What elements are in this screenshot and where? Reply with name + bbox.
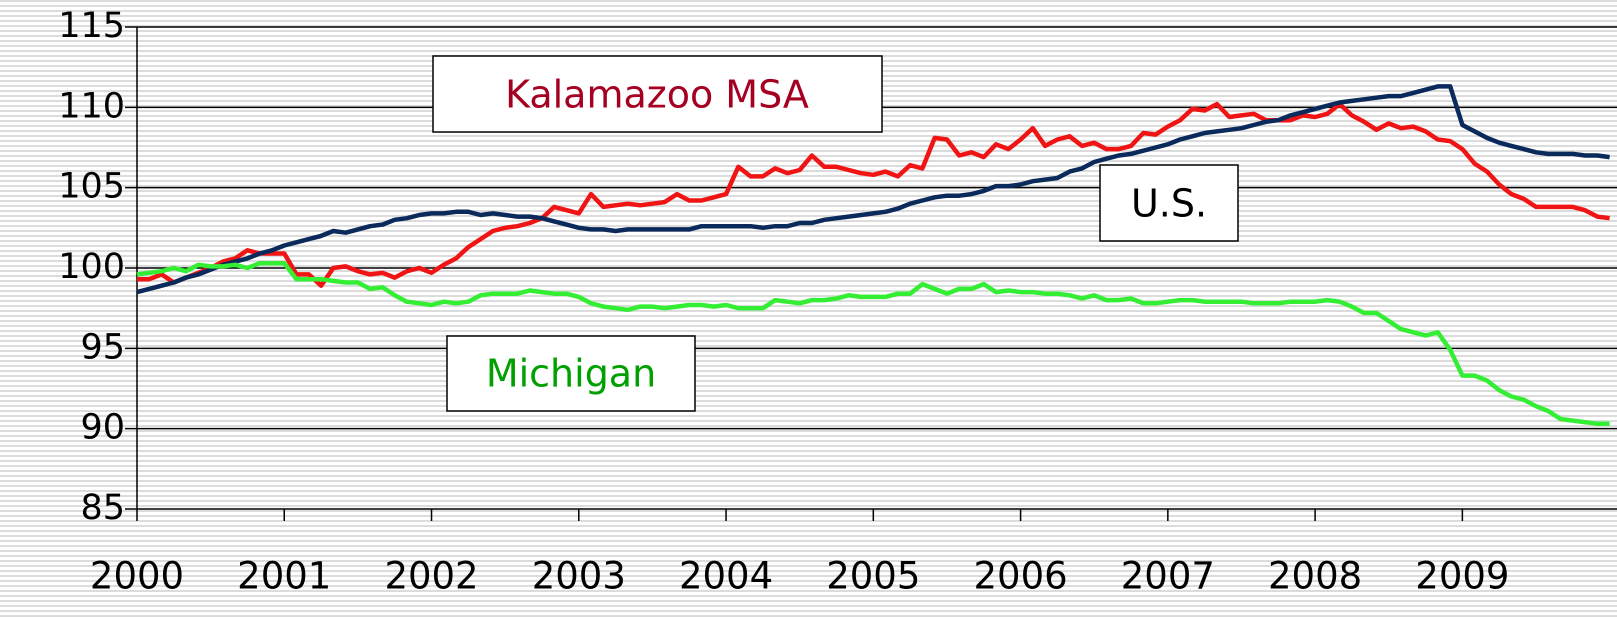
annotation: Michigan [486, 352, 656, 396]
y-tick-label: 95 [80, 327, 125, 367]
x-tick-label: 2000 [90, 555, 184, 598]
x-tick-label: 2005 [826, 555, 920, 598]
lines [136, 84, 1610, 427]
x-tick-label: 2007 [1121, 555, 1215, 598]
series-line [137, 101, 1610, 288]
y-tick-label: 85 [80, 488, 125, 528]
x-tick-label: 2002 [384, 555, 478, 598]
annotation-us: U.S. [1099, 164, 1239, 242]
x-tick-label: 2006 [973, 555, 1067, 598]
series-line [136, 260, 1610, 427]
y-tick-label: 100 [58, 247, 125, 287]
annotation-kalamazoo: Kalamazoo MSA [432, 55, 883, 133]
series-line [136, 84, 1610, 295]
y-tick-label: 115 [58, 6, 125, 46]
x-tick-label: 2009 [1415, 555, 1509, 598]
x-tick-label: 2008 [1268, 555, 1362, 598]
y-tick-label: 90 [80, 408, 125, 448]
annotation-box [432, 55, 883, 133]
annotation-box [446, 335, 696, 412]
annotation-box [1099, 164, 1239, 242]
annotation-michigan: Michigan [446, 335, 696, 412]
x-tick-label: 2004 [679, 555, 773, 598]
annotation: U.S. [1131, 182, 1207, 226]
annotation: Kalamazoo MSA [505, 73, 809, 117]
x-tick-label: 2003 [532, 555, 626, 598]
y-tick-label: 105 [58, 167, 125, 207]
x-tick-label: 2001 [237, 555, 331, 598]
y-tick-label: 110 [58, 86, 125, 126]
